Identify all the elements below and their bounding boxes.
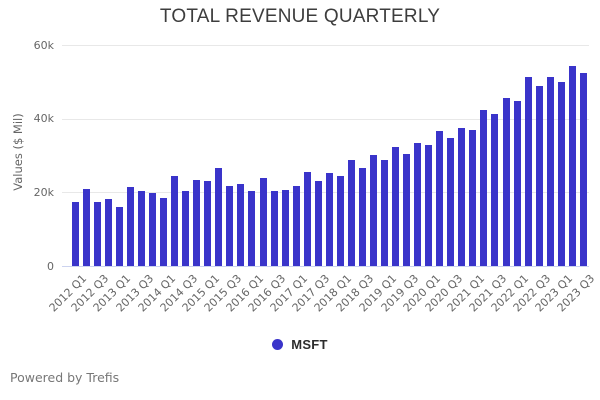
bar bbox=[325, 173, 333, 266]
bar bbox=[447, 138, 455, 266]
bar bbox=[171, 175, 179, 266]
bar bbox=[82, 189, 90, 266]
bar bbox=[491, 114, 499, 266]
bar bbox=[303, 172, 311, 266]
bar bbox=[226, 186, 234, 266]
bar bbox=[314, 180, 322, 266]
legend-marker-circle-icon bbox=[272, 339, 284, 350]
bar bbox=[292, 185, 300, 266]
y-tick-label: 60k bbox=[33, 38, 54, 52]
bar bbox=[160, 197, 168, 266]
bar bbox=[358, 167, 366, 266]
bar bbox=[115, 207, 123, 266]
bar bbox=[557, 82, 565, 266]
y-tick-label: 20k bbox=[33, 185, 54, 199]
bar bbox=[204, 180, 212, 266]
bar bbox=[347, 159, 355, 266]
bar bbox=[546, 76, 554, 266]
bar bbox=[469, 130, 477, 266]
bar bbox=[480, 109, 488, 266]
y-tick-label: 0 bbox=[47, 259, 54, 273]
bar bbox=[502, 98, 510, 266]
bar bbox=[458, 127, 466, 266]
bar bbox=[104, 199, 112, 266]
bar bbox=[524, 77, 532, 266]
bar bbox=[93, 201, 101, 266]
bar bbox=[392, 147, 399, 266]
legend-label: MSFT bbox=[291, 337, 328, 352]
chart-title: TOTAL REVENUE QUARTERLY bbox=[159, 6, 441, 27]
bar bbox=[513, 101, 521, 266]
bar bbox=[182, 190, 190, 266]
legend-item-msft[interactable]: MSFT bbox=[0, 337, 600, 352]
bar bbox=[535, 86, 543, 266]
x-axis-line bbox=[62, 266, 589, 267]
bar bbox=[149, 192, 156, 266]
powered-by-trefis-text: Powered by Trefis bbox=[10, 370, 120, 385]
bar bbox=[436, 131, 444, 266]
bar bbox=[281, 190, 289, 266]
bar bbox=[381, 159, 388, 266]
bar bbox=[193, 179, 201, 266]
bar bbox=[568, 66, 576, 266]
bar bbox=[369, 155, 377, 266]
bar bbox=[215, 168, 223, 266]
bar bbox=[237, 184, 245, 266]
bar bbox=[336, 175, 344, 266]
bar bbox=[414, 143, 422, 266]
bar bbox=[71, 201, 79, 266]
y-gridline bbox=[62, 118, 589, 120]
y-gridline bbox=[62, 45, 589, 46]
bar bbox=[259, 178, 267, 266]
bar bbox=[138, 190, 145, 266]
bar bbox=[425, 145, 433, 266]
bar bbox=[126, 186, 134, 266]
bar bbox=[403, 154, 411, 266]
bar bbox=[579, 73, 587, 266]
bar bbox=[248, 190, 256, 266]
bar bbox=[270, 190, 278, 266]
y-gridline bbox=[62, 192, 589, 194]
y-tick-label: 40k bbox=[33, 112, 54, 126]
